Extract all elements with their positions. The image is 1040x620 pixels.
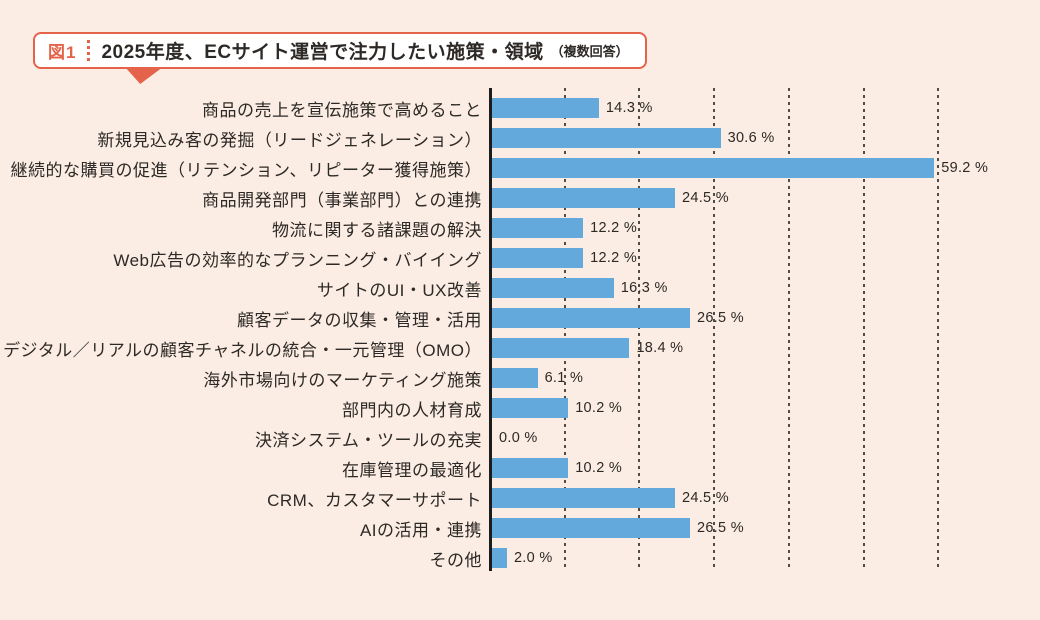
gridline-30 [713,88,716,571]
value-label: 12.2 % [590,250,638,266]
category-label: 新規見込み客の発掘（リードジェネレーション） [97,130,482,150]
category-label: 顧客データの収集・管理・活用 [237,310,482,330]
chart-row: AIの活用・連携 26.5 % [0,513,1020,543]
category-label: 物流に関する諸課題の解決 [272,220,482,240]
chart-row: 継続的な購買の促進（リテンション、リピーター獲得施策） 59.2 % [0,153,1020,183]
value-label: 10.2 % [575,400,623,416]
plot-area: 商品の売上を宣伝施策で高めること 14.3 % 新規見込み客の発掘（リードジェネレー… [0,88,1020,571]
bar [492,248,584,268]
category-label: 海外市場向けのマーケティング施策 [203,370,482,390]
figure-tag: 図1 [48,43,77,62]
bar [492,98,599,118]
bar [492,548,507,568]
bar [492,458,569,478]
chart-title: 2025年度、ECサイト運営で注力したい施策・領域 [101,42,544,63]
value-label: 14.3 % [605,100,653,116]
chart-title-note: （複数回答） [550,44,629,59]
bar [492,278,614,298]
chart-row: 新規見込み客の発掘（リードジェネレーション） 30.6 % [0,123,1020,153]
value-label: 30.6 % [727,130,775,146]
value-label: 6.1 % [544,370,584,386]
bar [492,308,690,328]
chart-row: 部門内の人材育成 10.2 % [0,393,1020,423]
chart-row: 商品の売上を宣伝施策で高めること 14.3 % [0,93,1020,123]
value-label: 24.5 % [682,490,729,506]
chart-row: 商品開発部門（事業部門）との連携 24.5 % [0,183,1020,213]
category-label: 部門内の人材育成 [342,400,482,420]
category-label: 決済システム・ツールの充実 [255,430,482,450]
category-label: 在庫管理の最適化 [342,460,482,480]
value-label: 10.2 % [575,460,623,476]
chart-row: その他 2.0 % [0,543,1020,573]
y-axis-line [489,88,492,571]
bar-rows: 商品の売上を宣伝施策で高めること 14.3 % 新規見込み客の発掘（リードジェネレー… [0,93,1020,573]
chart-row: サイトのUI・UX改善 16.3 % [0,273,1020,303]
value-label: 12.2 % [590,220,638,236]
category-label: サイトのUI・UX改善 [316,280,482,300]
category-label: その他 [429,550,482,570]
gridline-50 [862,88,865,571]
gridline-20 [638,88,641,571]
value-label: 26.5 % [696,310,744,326]
value-label: 18.4 % [636,340,684,356]
chart-row: 顧客データの収集・管理・活用 26.5 % [0,303,1020,333]
chart-row: 海外市場向けのマーケティング施策 6.1 % [0,363,1020,393]
value-label: 26.5 % [696,520,744,536]
category-label: Web広告の効率的なプランニング・バイイング [113,250,482,270]
chart-title-balloon: 図1 2025年度、ECサイト運営で注力したい施策・領域 （複数回答） [33,32,647,69]
bar [492,128,721,148]
category-label: 商品開発部門（事業部門）との連携 [202,190,482,210]
chart-row: 在庫管理の最適化 10.2 % [0,453,1020,483]
category-label: 商品の売上を宣伝施策で高めること [202,100,482,120]
bar [492,338,630,358]
gridline-60 [937,88,940,571]
bar [492,398,569,418]
bar [492,218,584,238]
chart-row: 決済システム・ツールの充実 0.0 % [0,423,1020,453]
gridline-40 [787,88,790,571]
category-label: デジタル／リアルの顧客チャネルの統合・一元管理（OMO） [3,340,482,360]
bar [492,158,935,178]
gridline-10 [563,88,566,571]
value-label: 59.2 % [941,160,989,176]
category-label: 継続的な購買の促進（リテンション、リピーター獲得施策） [10,160,482,180]
chart-row: Web広告の効率的なプランニング・バイイング 12.2 % [0,243,1020,273]
value-label: 2.0 % [513,550,553,566]
chart-row: デジタル／リアルの顧客チャネルの統合・一元管理（OMO） 18.4 % [0,333,1020,363]
value-label: 24.5 % [682,190,729,206]
bar [492,488,675,508]
value-label: 0.0 % [499,430,538,446]
dotted-divider [87,39,91,62]
category-label: AIの活用・連携 [359,520,482,540]
bar [492,368,538,388]
value-label: 16.3 % [620,280,668,296]
balloon-tail [125,67,163,84]
bar [492,518,690,538]
chart-row: 物流に関する諸課題の解決 12.2 % [0,213,1020,243]
category-label: CRM、カスタマーサポート [267,490,482,510]
chart-row: CRM、カスタマーサポート 24.5 % [0,483,1020,513]
bar [492,188,675,208]
